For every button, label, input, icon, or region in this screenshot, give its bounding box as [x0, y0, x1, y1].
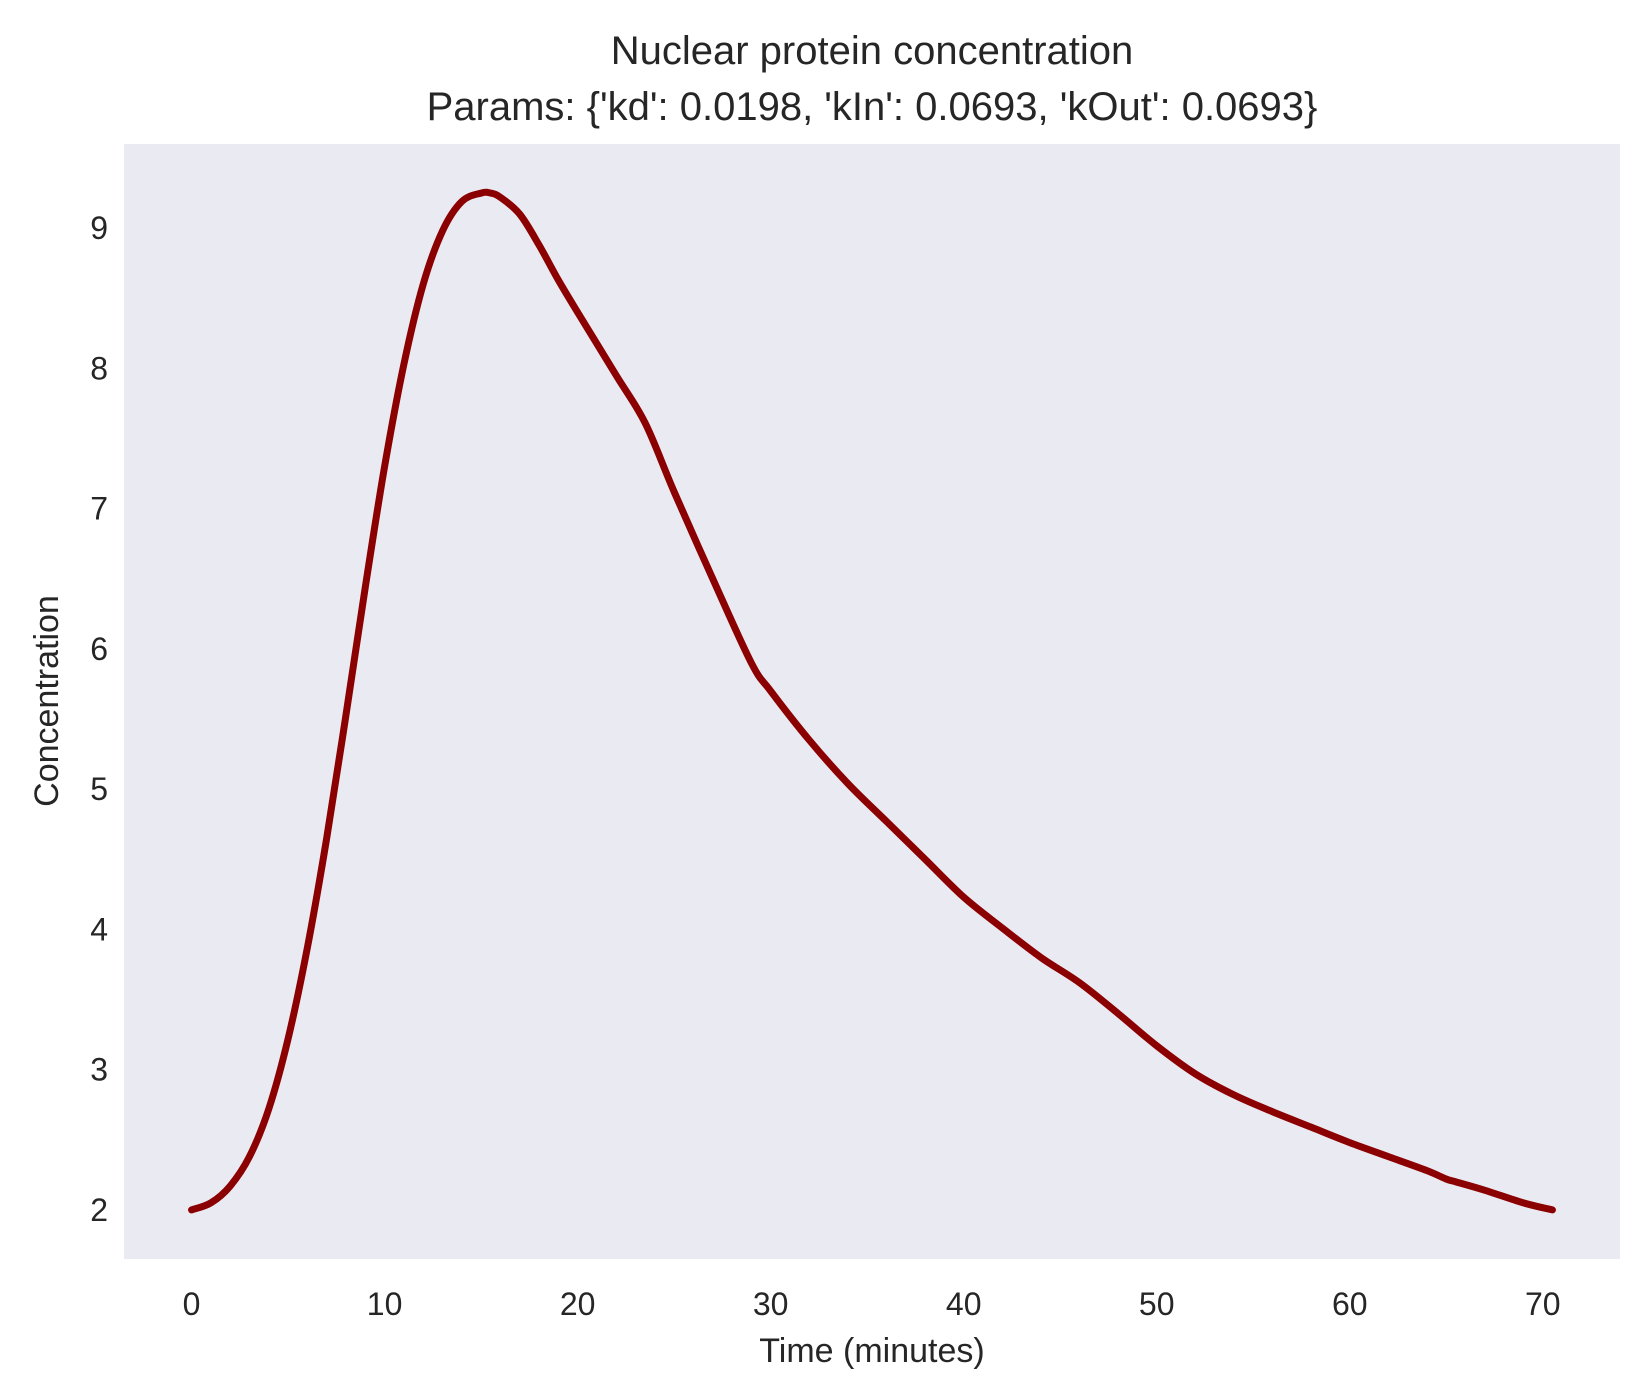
y-axis-ticks: 2 3 4 5 6 7 8 9: [90, 210, 108, 1228]
y-tick-label: 9: [90, 210, 108, 246]
y-tick-label: 2: [90, 1192, 108, 1228]
y-tick-label: 3: [90, 1052, 108, 1088]
x-tick-label: 10: [367, 1286, 403, 1322]
chart-subtitle: Params: {'kd': 0.0198, 'kIn': 0.0693, 'k…: [427, 85, 1318, 129]
y-tick-label: 7: [90, 491, 108, 527]
x-tick-label: 30: [753, 1286, 789, 1322]
chart-title: Nuclear protein concentration: [611, 29, 1134, 73]
x-axis-label: Time (minutes): [759, 1332, 984, 1370]
plot-background: [124, 144, 1620, 1259]
y-tick-label: 4: [90, 911, 108, 947]
x-tick-label: 50: [1139, 1286, 1175, 1322]
y-axis-label: Concentration: [28, 595, 66, 807]
y-tick-label: 6: [90, 631, 108, 667]
x-tick-label: 40: [946, 1286, 982, 1322]
x-tick-label: 20: [560, 1286, 596, 1322]
concentration-line: [188, 188, 1556, 1214]
x-tick-label: 0: [183, 1286, 201, 1322]
x-tick-label: 70: [1525, 1286, 1561, 1322]
y-tick-label: 5: [90, 771, 108, 807]
y-tick-label: 8: [90, 350, 108, 386]
x-tick-label: 60: [1332, 1286, 1368, 1322]
x-axis-ticks: 0 10 20 30 40 50 60 70: [183, 1286, 1561, 1322]
